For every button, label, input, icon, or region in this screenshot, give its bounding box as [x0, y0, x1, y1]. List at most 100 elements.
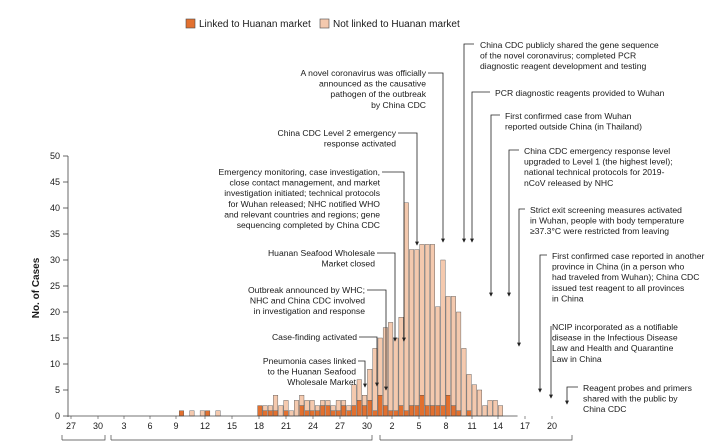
annotation-line: disease in the Infectious Disease [552, 333, 678, 343]
annotation-line: A novel coronavirus was officially [301, 68, 427, 78]
x-tick-label: 30 [362, 421, 372, 431]
bar-not-linked [440, 259, 446, 406]
bar-not-linked [341, 400, 347, 406]
annotation-line: close contact management, and market [230, 178, 381, 188]
annotation-line: announced as the causative [319, 79, 426, 89]
bar-not-linked [382, 327, 388, 406]
bar-not-linked [456, 311, 462, 412]
bar-linked [262, 410, 268, 417]
x-tick-label: 21 [281, 421, 291, 431]
annotation-exit-screening: Strict exit screening measures activated… [530, 205, 684, 236]
annotation-line: nCoV released by NHC [524, 178, 613, 188]
bar-not-linked [377, 337, 383, 396]
bar-not-linked [482, 405, 488, 417]
annotation-arrow-first-outside-china [489, 114, 500, 297]
annotation-line: Pneumonia cases linked [263, 356, 356, 366]
annotation-another-province: First confirmed case reported in another… [552, 251, 705, 303]
bar-not-linked [362, 395, 367, 406]
bar-not-linked [445, 296, 451, 396]
annotation-line: China CDC Level 2 emergency [278, 128, 397, 138]
bar-not-linked [372, 348, 378, 411]
bar-not-linked [398, 317, 404, 406]
bar-not-linked [320, 400, 326, 406]
x-tick-label: 27 [335, 421, 345, 431]
bar-not-linked [267, 405, 273, 412]
bar-linked [403, 410, 409, 417]
bar-not-linked [294, 400, 299, 417]
annotation-line: China CDC publicly shared the gene seque… [480, 40, 659, 50]
annotation-reagent-probes: Reagent probes and primers shared with th… [583, 383, 692, 414]
bar-not-linked [471, 384, 477, 417]
bar-linked [330, 410, 336, 417]
bar-linked [377, 395, 383, 417]
annotation-line: Law and Health and Quarantine [552, 343, 674, 353]
annotation-line: issued test reagent to all provinces [552, 283, 684, 293]
bar-linked [435, 405, 441, 417]
annotation-pcr-reagents: PCR diagnostic reagents provided to Wuha… [495, 88, 665, 98]
annotation-line: province in China (in a person who [552, 262, 685, 272]
annotation-arrow-pneumonia-linked [358, 360, 367, 388]
annotation-case-finding: Case-finding activated [272, 332, 357, 342]
annotation-line: in Wuhan, people with body temperature [530, 216, 684, 226]
annotation-line: Reagent probes and primers [583, 383, 692, 393]
bar-not-linked [435, 306, 441, 406]
annotation-line: Strict exit screening measures activated [530, 205, 682, 215]
x-tick-label: 3 [121, 421, 126, 431]
annotation-line: response activated [324, 139, 396, 149]
bar-linked [372, 410, 378, 417]
bar-not-linked [424, 244, 430, 406]
annotation-level-2-response: China CDC Level 2 emergency response acti… [278, 128, 397, 149]
month-bracket [379, 435, 573, 441]
bar-linked [304, 410, 310, 417]
annotation-causative-pathogen: A novel coronavirus was officially announ… [301, 68, 427, 110]
annotation-arrow-case-finding [359, 336, 379, 387]
annotation-line: had traveled from Wuhan); China CDC [552, 272, 699, 282]
bar-not-linked [288, 410, 294, 417]
annotation-line: Law in China [552, 354, 602, 364]
annotation-arrow-market-closed [377, 252, 397, 342]
bar-not-linked [477, 389, 483, 417]
annotation-market-closed: Huanan Seafood Wholesale Market closed [268, 248, 375, 269]
x-tick-label: 15 [227, 421, 237, 431]
bar-linked [419, 395, 425, 417]
bar-linked [393, 410, 399, 417]
y-axis-group: 0 5 10 15 20 25 30 35 40 45 50 [50, 151, 69, 421]
annotations-group: China CDC publicly shared the gene seque… [219, 40, 705, 414]
bar-not-linked [278, 405, 284, 417]
annotation-line: ≥37.3°C were restricted from leaving [530, 226, 669, 236]
bar-linked [346, 410, 352, 417]
y-tick-label: 40 [50, 203, 60, 213]
annotation-line: China CDC emergency response level [524, 146, 670, 156]
bar-linked [356, 400, 362, 417]
bar-not-linked [346, 405, 352, 412]
bar-linked [456, 410, 462, 417]
annotation-level-1-response: China CDC emergency response level upgrad… [524, 146, 673, 188]
annotation-line: pathogen of the outbreak [330, 89, 426, 99]
bar-not-linked [189, 410, 195, 417]
bar-not-linked [309, 400, 315, 411]
x-tick-label: 5 [416, 421, 421, 431]
bar-not-linked [409, 249, 415, 406]
annotation-line: in China [552, 293, 584, 303]
bar-linked [414, 405, 420, 417]
bar-not-linked [351, 384, 357, 406]
x-axis-group: 27 30 3 6 9 12 15 18 21 24 27 30 2 5 8 11 14 17 20 [61, 415, 573, 441]
bar-not-linked [314, 405, 320, 412]
annotation-line: by China CDC [371, 100, 426, 110]
annotation-line: to the Huanan Seafood [268, 367, 357, 377]
bar-not-linked [304, 400, 310, 411]
bar-linked [309, 410, 315, 417]
y-tick-label: 10 [50, 359, 60, 369]
bar-not-linked [393, 337, 399, 412]
bar-not-linked [199, 410, 205, 417]
annotation-line: Emergency monitoring, case investigation… [219, 167, 380, 177]
bar-linked [382, 405, 388, 417]
annotation-line: NCIP incorporated as a notifiable [552, 322, 678, 332]
bar-linked [325, 405, 331, 417]
y-tick-label: 50 [50, 151, 60, 161]
annotation-arrow-another-province [538, 254, 547, 393]
y-tick-label: 30 [50, 255, 60, 265]
x-tick-label: 20 [547, 421, 557, 431]
bar-linked [388, 410, 394, 417]
